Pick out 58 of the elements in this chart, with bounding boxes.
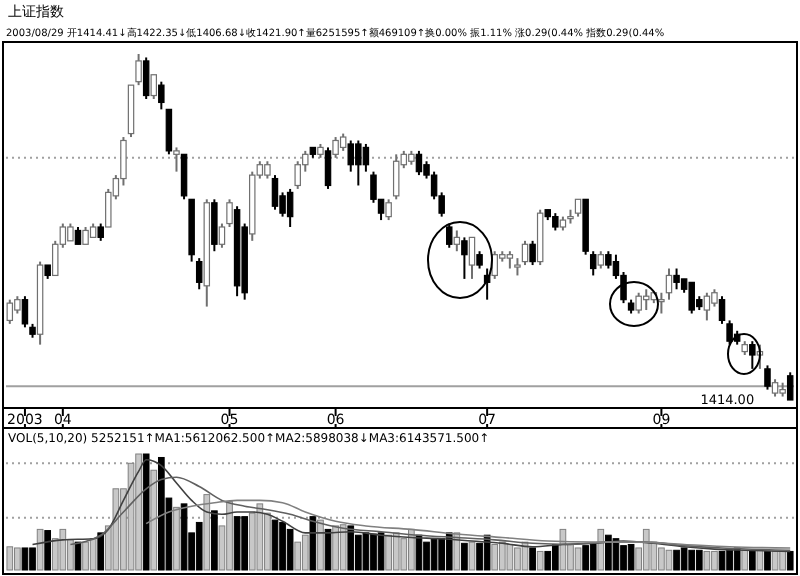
bar — [112, 488, 120, 571]
candlestick — [392, 153, 400, 201]
bar — [574, 547, 582, 571]
candlestick — [468, 236, 476, 280]
candlestick — [21, 295, 29, 329]
candlestick — [529, 239, 536, 267]
bar — [294, 541, 302, 571]
bar — [468, 541, 476, 571]
bar — [301, 534, 309, 571]
bar — [491, 543, 499, 571]
candlestick — [158, 80, 165, 111]
candlestick — [211, 198, 218, 253]
candlestick — [355, 139, 362, 187]
candlestick — [688, 281, 695, 315]
candlestick — [286, 187, 294, 228]
candlestick — [415, 149, 423, 177]
candlestick — [673, 267, 680, 291]
bar — [14, 547, 21, 571]
candlestick — [165, 108, 173, 156]
candlestick — [218, 222, 226, 249]
bar — [59, 528, 67, 571]
candlestick — [271, 174, 279, 211]
bar — [82, 541, 89, 571]
candlestick — [521, 239, 529, 267]
candlestick — [635, 291, 642, 315]
candlestick — [665, 267, 673, 301]
bar — [703, 550, 711, 571]
bar — [6, 546, 14, 571]
bar — [665, 549, 673, 571]
candlestick — [195, 257, 203, 291]
candlestick — [180, 153, 188, 201]
candlestick — [324, 146, 332, 190]
candlestick — [226, 198, 233, 228]
candlestick — [385, 198, 392, 222]
candlestick — [703, 291, 711, 322]
bar — [36, 528, 44, 571]
candlestick — [135, 53, 142, 87]
candlestick — [643, 288, 650, 312]
candlestick — [461, 236, 468, 280]
candlestick — [764, 364, 771, 391]
candlestick — [173, 146, 180, 173]
bar — [385, 534, 392, 571]
candlestick — [347, 139, 354, 173]
candlestick — [142, 56, 150, 100]
candlestick — [332, 136, 339, 159]
bar — [135, 453, 142, 571]
bar — [514, 547, 521, 571]
bar — [400, 538, 408, 571]
bar — [711, 550, 718, 571]
candlestick — [446, 222, 453, 249]
bar — [89, 538, 97, 571]
candlestick — [453, 229, 461, 253]
candlestick — [150, 73, 157, 100]
bar — [506, 543, 514, 571]
candlestick — [362, 142, 370, 173]
bar — [536, 550, 544, 571]
candlestick — [749, 340, 756, 370]
candlestick — [6, 298, 14, 325]
